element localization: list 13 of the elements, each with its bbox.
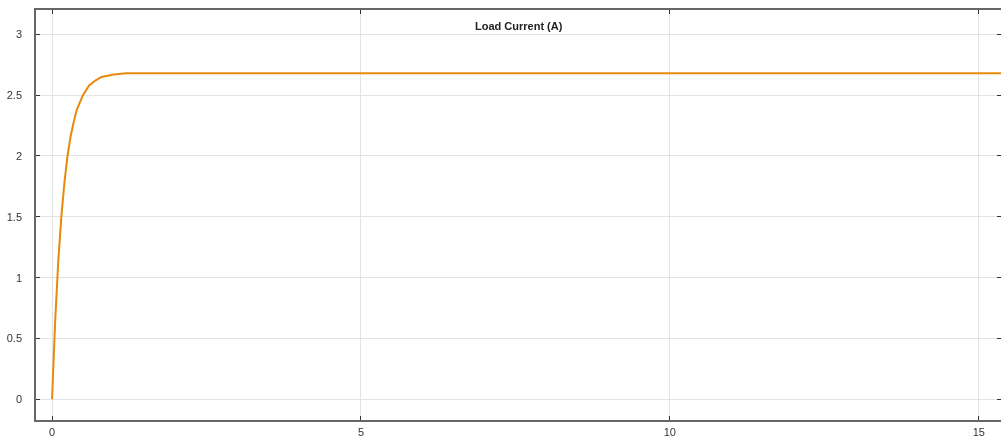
x-tick-label: 0 [49,425,56,438]
x-tick-label: 10 [663,425,676,438]
text: Load Current (A) [475,20,563,32]
y-tick-label: 0 [15,393,23,406]
y-tick-label: 3 [15,28,23,41]
line-series [51,72,1001,401]
y-tick-label: 1 [15,271,23,284]
y-tick-label: 2 [15,149,23,162]
x-tick-label: 5 [357,425,365,438]
y-tick-label: 2.5 [6,89,23,102]
x-tick-label: 15 [972,425,985,438]
y-tick-label: 1.5 [6,210,23,223]
y-tick-label: 0.5 [6,332,23,345]
